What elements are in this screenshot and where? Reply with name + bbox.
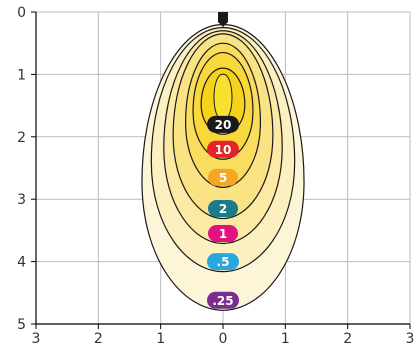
y-tick-labels: 0 1 2 3 4 5 bbox=[17, 5, 26, 333]
level-label: 2 bbox=[219, 202, 227, 216]
y-tick-label: 1 bbox=[17, 67, 26, 83]
level-badge bbox=[208, 168, 238, 186]
level-badge bbox=[207, 253, 239, 271]
level-label: .5 bbox=[217, 255, 230, 269]
y-tick-label: 2 bbox=[17, 130, 26, 146]
x-tick-label: 3 bbox=[406, 331, 415, 345]
axes bbox=[31, 11, 411, 329]
source-marker bbox=[218, 12, 228, 27]
level-badge bbox=[207, 291, 239, 309]
source-pointer bbox=[218, 12, 228, 27]
x-tick-label: 2 bbox=[94, 331, 103, 345]
level-badge bbox=[207, 140, 239, 158]
x-tick-label: 2 bbox=[343, 331, 352, 345]
x-tick-labels: 3 2 1 0 1 2 3 bbox=[32, 331, 415, 345]
level-label: 20 bbox=[215, 118, 232, 132]
level-badge bbox=[208, 225, 238, 243]
x-tick-label: 3 bbox=[32, 331, 41, 345]
level-badge bbox=[208, 200, 238, 218]
level-badge bbox=[207, 115, 239, 133]
x-tick-label: 1 bbox=[281, 331, 290, 345]
y-tick-label: 3 bbox=[17, 192, 26, 208]
level-label: 10 bbox=[215, 143, 232, 157]
y-tick-label: 5 bbox=[17, 317, 26, 333]
x-tick-label: 0 bbox=[219, 331, 228, 345]
contour-lines bbox=[141, 23, 305, 311]
level-label: 1 bbox=[219, 227, 227, 241]
x-tick-label: 1 bbox=[156, 331, 165, 345]
contour-core bbox=[213, 73, 233, 121]
y-tick-label: 0 bbox=[17, 5, 26, 21]
level-label: .25 bbox=[212, 294, 233, 308]
level-label: 5 bbox=[219, 171, 227, 185]
y-tick-label: 4 bbox=[17, 255, 26, 271]
level-badges: .25 .5 1 2 5 10 20 bbox=[207, 115, 239, 309]
